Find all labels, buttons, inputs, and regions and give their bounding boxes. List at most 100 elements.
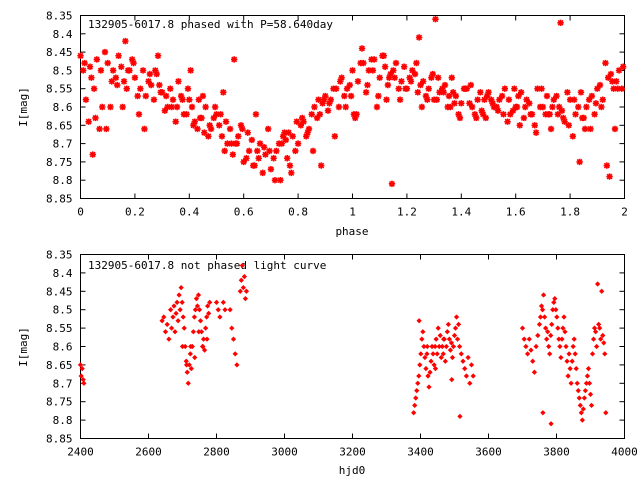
phased-y-tick-label: 8.55 <box>46 83 73 96</box>
phased-data-point <box>396 96 404 103</box>
lightcurve-data-point <box>172 329 178 335</box>
phased-data-point <box>482 114 489 122</box>
lightcurve-data-point <box>79 365 85 372</box>
phased-data-point <box>566 96 574 103</box>
phased-data-point <box>407 78 415 85</box>
phased-data-point <box>614 85 621 92</box>
phased-data-point <box>256 140 264 147</box>
phased-data-point <box>284 155 291 162</box>
phased-x-tick-label: 0 <box>77 206 84 219</box>
phased-data-point <box>90 85 98 92</box>
lightcurve-data-point <box>462 365 468 372</box>
lightcurve-data-point <box>418 351 424 357</box>
lightcurve-data-point <box>446 336 453 342</box>
lightcurve-data-point <box>445 321 452 328</box>
phased-data-point <box>168 103 175 111</box>
lightcurve-data-point <box>433 336 439 342</box>
phased-data-point <box>315 96 322 103</box>
lightcurve-data-point <box>470 373 476 379</box>
phased-data-point <box>338 74 345 81</box>
lightcurve-data-point <box>540 410 546 416</box>
phased-data-point <box>288 169 295 177</box>
lightcurve-x-tick-label: 2800 <box>203 446 230 459</box>
phased-data-point <box>467 81 475 89</box>
phased-data-point <box>162 92 170 100</box>
lightcurve-data-point <box>558 354 564 361</box>
lightcurve-data-point <box>207 299 213 305</box>
lightcurve-data-point <box>422 354 428 361</box>
lightcurve-y-tick-label: 8.75 <box>46 396 73 409</box>
lightcurve-data-point <box>421 343 427 350</box>
lightcurve-data-point <box>598 336 604 342</box>
lightcurve-data-point <box>239 262 245 269</box>
phased-data-point <box>556 103 563 111</box>
phased-data-point <box>354 78 362 85</box>
phased-data-point <box>142 92 149 100</box>
lightcurve-data-point <box>177 307 183 313</box>
phased-data-point <box>364 81 371 89</box>
phased-data-point <box>433 96 441 103</box>
lightcurve-data-point <box>586 380 593 386</box>
phased-data-point <box>244 129 251 136</box>
phased-data-point <box>386 74 393 81</box>
phased-data-point <box>101 48 109 56</box>
lightcurve-data-point <box>457 413 463 420</box>
phased-data-point <box>139 67 147 74</box>
phased-data-point <box>507 111 514 118</box>
phased-data-points <box>77 15 627 188</box>
phased-data-point <box>277 177 284 184</box>
phased-data-point <box>581 125 589 133</box>
phased-data-point <box>342 103 349 111</box>
phased-data-point <box>252 111 260 118</box>
lightcurve-data-point <box>174 299 180 305</box>
phased-data-point <box>99 103 106 111</box>
phased-data-point <box>598 103 605 111</box>
phased-data-point <box>546 111 553 118</box>
phased-data-point <box>347 92 355 100</box>
phased-data-point <box>422 92 430 100</box>
phased-data-point <box>218 133 226 140</box>
lightcurve-data-point <box>553 307 559 313</box>
phased-y-tick-label: 8.5 <box>53 64 73 77</box>
lightcurve-data-point <box>588 402 595 409</box>
phased-data-point <box>513 103 521 111</box>
phased-data-point <box>229 151 237 158</box>
phased-data-point <box>228 140 235 147</box>
lightcurve-data-point <box>434 351 440 357</box>
phased-data-point <box>452 92 460 100</box>
lightcurve-data-point <box>432 365 439 372</box>
lightcurve-data-point <box>545 329 551 335</box>
phased-data-point <box>266 147 273 155</box>
phased-data-point <box>357 59 364 67</box>
phased-data-point <box>536 103 544 111</box>
phased-data-point <box>303 133 310 140</box>
phased-data-point <box>148 81 155 89</box>
phased-data-point <box>380 52 387 59</box>
phased-data-point <box>473 114 480 122</box>
lightcurve-data-point <box>548 421 554 427</box>
phased-data-point <box>516 122 523 129</box>
phased-data-point <box>483 92 491 100</box>
lightcurve-data-point <box>414 388 420 394</box>
phased-data-point <box>319 100 326 107</box>
lightcurve-data-point <box>170 314 176 320</box>
phased-data-point <box>509 107 517 114</box>
phased-x-tick-label: 1 <box>349 206 356 219</box>
lightcurve-data-point <box>538 303 545 309</box>
phased-data-point <box>346 81 353 89</box>
phased-data-point <box>388 180 396 188</box>
phased-data-point <box>309 147 317 155</box>
phased-data-point <box>594 85 601 92</box>
phased-data-point <box>273 147 280 155</box>
phased-data-point <box>553 92 560 100</box>
phased-data-point <box>213 111 220 118</box>
lightcurve-data-point <box>540 292 547 298</box>
phased-data-point <box>596 81 604 89</box>
lightcurve-data-point <box>237 288 243 294</box>
lightcurve-y-tick-label: 8.85 <box>46 433 73 446</box>
phased-y-tick-label: 8.45 <box>46 46 73 59</box>
lightcurve-data-point <box>200 336 207 342</box>
lightcurve-data-point <box>554 314 560 320</box>
phased-data-point <box>152 67 159 74</box>
phased-data-point <box>588 92 596 100</box>
